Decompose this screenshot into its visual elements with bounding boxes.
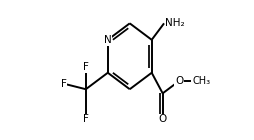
Text: NH₂: NH₂	[165, 18, 185, 28]
Text: F: F	[83, 62, 89, 72]
Text: O: O	[175, 76, 183, 86]
Text: F: F	[61, 79, 67, 89]
Text: N: N	[104, 35, 112, 45]
Text: O: O	[158, 114, 167, 124]
Text: CH₃: CH₃	[193, 76, 211, 86]
Text: F: F	[83, 114, 89, 124]
